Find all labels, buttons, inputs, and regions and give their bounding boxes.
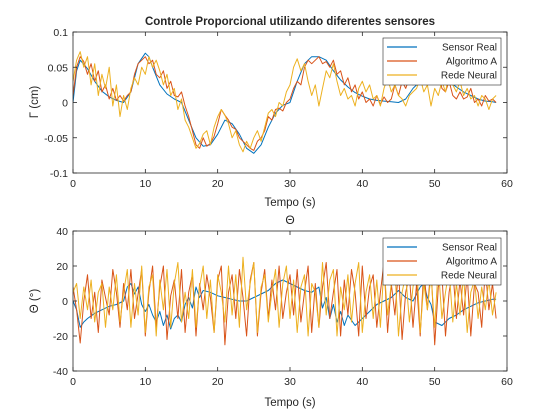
y-tick-label: 40 bbox=[56, 226, 68, 238]
y-tick-label: -20 bbox=[53, 331, 68, 343]
x-tick-label: 20 bbox=[212, 376, 224, 388]
x-tick-label: 60 bbox=[501, 178, 513, 190]
y-tick-label: 0 bbox=[62, 296, 68, 308]
x-tick-label: 0 bbox=[70, 376, 76, 388]
legend-label: Algoritmo A bbox=[446, 57, 497, 68]
chart-title: Controle Proporcional utilizando diferen… bbox=[145, 16, 435, 28]
legend-label: Algoritmo A bbox=[446, 257, 497, 268]
legend: Sensor Real Algoritmo A Rede Neural bbox=[382, 37, 502, 86]
y-tick-label: 0.05 bbox=[48, 62, 69, 74]
x-axis-label: Tempo (s) bbox=[264, 197, 315, 209]
legend-label: Sensor Real bbox=[442, 243, 497, 254]
series-layer bbox=[73, 256, 497, 346]
legend-label: Rede Neural bbox=[441, 271, 497, 282]
series-line bbox=[73, 256, 497, 337]
x-ticks: 0 10 20 30 40 50 60 bbox=[70, 231, 513, 388]
x-axis-label: Tempo (s) bbox=[264, 397, 315, 409]
series-line bbox=[73, 51, 497, 153]
x-tick-label: 50 bbox=[429, 178, 441, 190]
legend-label: Sensor Real bbox=[442, 43, 497, 54]
top-chart: Controle Proporcional utilizando diferen… bbox=[29, 16, 513, 209]
x-tick-label: 30 bbox=[284, 178, 296, 190]
y-tick-label: -40 bbox=[53, 366, 68, 378]
y-tick-label: -0.1 bbox=[50, 168, 68, 180]
legend: Sensor Real Algoritmo A Rede Neural bbox=[382, 237, 502, 286]
x-tick-label: 30 bbox=[284, 376, 296, 388]
y-tick-label: -0.05 bbox=[44, 133, 68, 145]
x-tick-label: 50 bbox=[429, 376, 441, 388]
y-tick-label: 0 bbox=[62, 98, 68, 110]
x-tick-label: 0 bbox=[70, 178, 76, 190]
x-tick-label: 10 bbox=[139, 376, 151, 388]
x-tick-label: 40 bbox=[356, 178, 368, 190]
x-ticks: 0 10 20 30 40 50 60 bbox=[70, 32, 513, 190]
bottom-chart: Θ 0 10 20 30 40 50 60 -40 -20 0 20 40 Tempo (s) Θ … bbox=[29, 213, 513, 409]
x-tick-label: 20 bbox=[212, 178, 224, 190]
chart-title: Θ bbox=[285, 213, 294, 227]
y-tick-label: 0.1 bbox=[53, 27, 68, 39]
y-tick-label: 20 bbox=[56, 261, 68, 273]
y-ticks: -0.1 -0.05 0 0.05 0.1 bbox=[44, 27, 507, 180]
y-axis-label: Γ (cm) bbox=[29, 86, 41, 119]
x-tick-label: 60 bbox=[501, 376, 513, 388]
legend-label: Rede Neural bbox=[441, 71, 497, 82]
y-ticks: -40 -20 0 20 40 bbox=[53, 226, 507, 378]
y-axis-label: Θ (°) bbox=[29, 289, 41, 314]
x-tick-label: 10 bbox=[139, 178, 151, 190]
x-tick-label: 40 bbox=[356, 376, 368, 388]
